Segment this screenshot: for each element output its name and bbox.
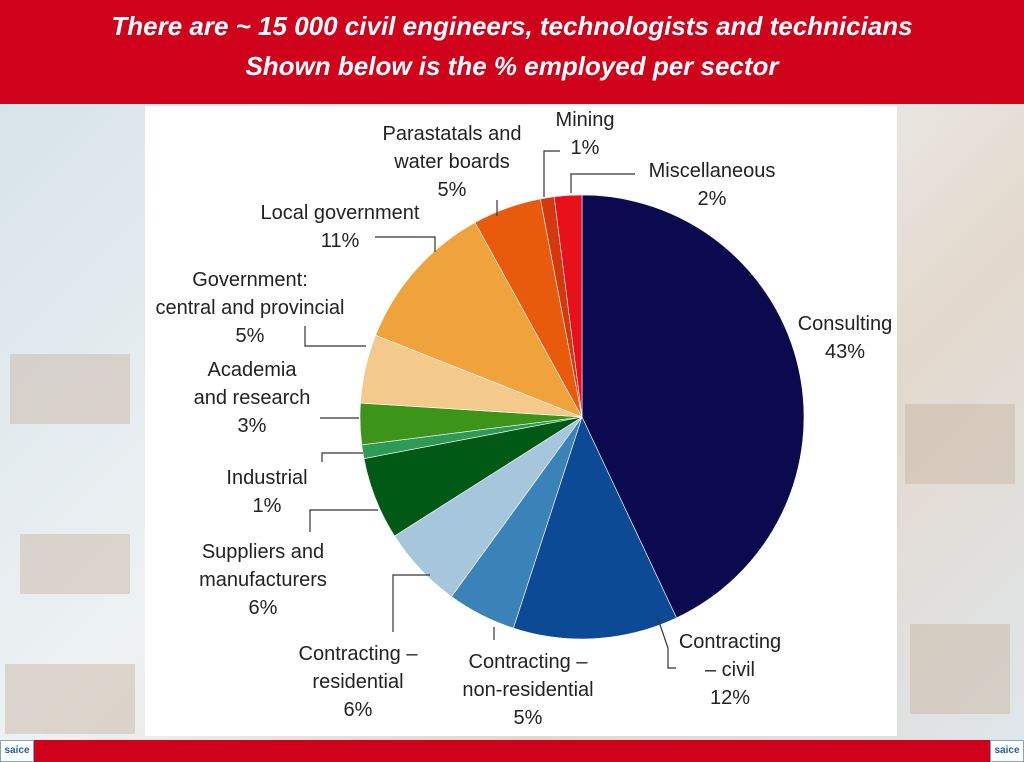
leader-line-contracting-civil	[656, 615, 676, 669]
slice-label-industrial: Industrial 1%	[226, 467, 307, 517]
slice-label-government-central-and-provincial: Government: central and provincial 5%	[156, 269, 345, 347]
saice-logo-right: saice	[990, 740, 1024, 762]
slice-label-consulting: Consulting 43%	[798, 313, 893, 363]
leader-line-local-government	[375, 236, 436, 252]
slice-label-mining: Mining 1%	[556, 109, 615, 159]
slice-label-miscellaneous: Miscellaneous 2%	[649, 160, 776, 210]
leader-line-mining	[543, 150, 560, 197]
leader-line-suppliers-and-manufacturers	[309, 509, 378, 532]
slice-label-contracting-non-residential: Contracting – non-residential 5%	[462, 651, 593, 729]
pie-slice-local-government	[375, 222, 583, 418]
leader-line-contracting-residential	[392, 574, 430, 632]
pie-slice-miscellaneous	[553, 194, 583, 418]
footer-bar	[0, 740, 1024, 762]
header-line-1: There are ~ 15 000 civil engineers, tech…	[111, 11, 913, 41]
leader-line-government-central-and-provincial	[304, 326, 366, 347]
slice-label-academia-and-research: Academia and research 3%	[194, 359, 311, 437]
header-line-2: Shown below is the % employed per sector	[245, 51, 779, 81]
leader-line-miscellaneous	[570, 173, 635, 193]
saice-logo-left: saice	[0, 740, 34, 762]
slide-header: There are ~ 15 000 civil engineers, tech…	[0, 0, 1024, 104]
slice-label-suppliers-and-manufacturers: Suppliers and manufacturers 6%	[199, 541, 327, 619]
slice-label-local-government: Local government 11%	[261, 202, 420, 252]
pie-slice-consulting	[581, 194, 805, 619]
slice-label-contracting-residential: Contracting – residential 6%	[299, 643, 419, 721]
pie-slice-contracting-civil	[513, 416, 677, 640]
slice-label-contracting-civil: Contracting – civil 12%	[679, 631, 781, 709]
slice-label-parastatals-and-water-boards: Parastatals and water boards 5%	[383, 123, 522, 201]
leader-line-industrial	[321, 452, 363, 462]
